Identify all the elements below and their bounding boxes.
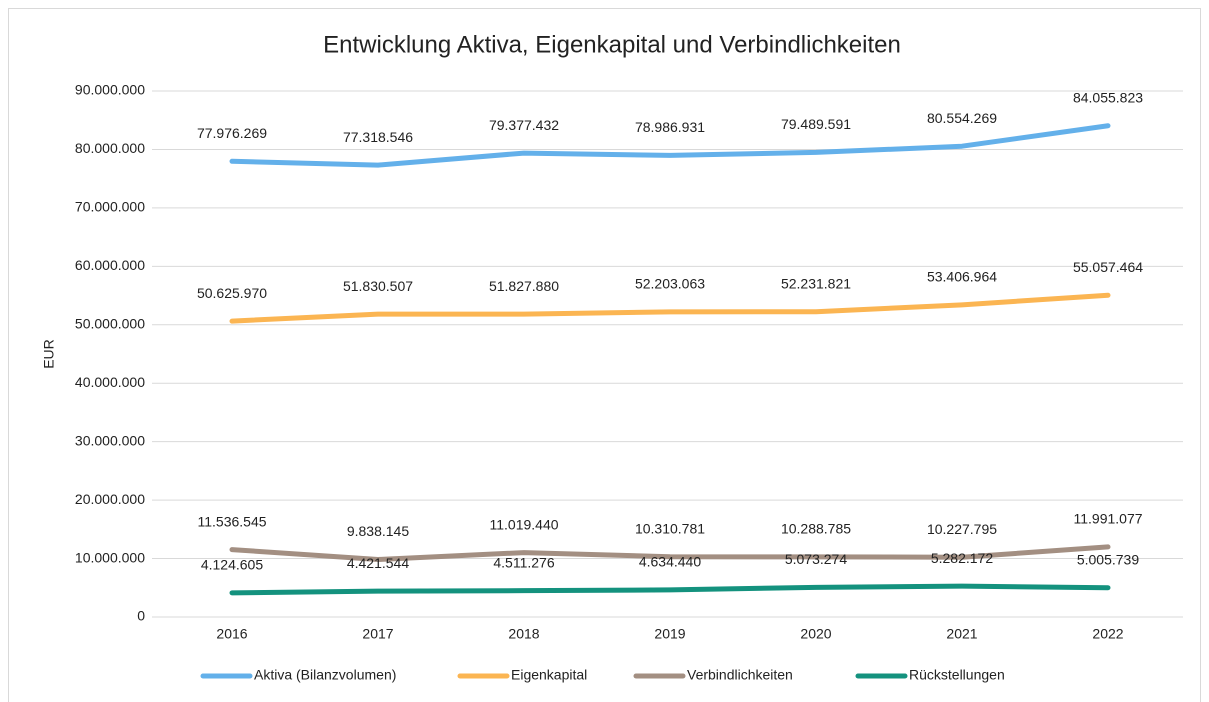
y-tick-label: 70.000.000 (75, 199, 145, 215)
data-label: 4.634.440 (639, 554, 701, 570)
data-label: 5.073.274 (785, 551, 847, 567)
chart-border (8, 8, 1201, 702)
y-tick-label: 0 (137, 608, 145, 624)
y-tick-label: 60.000.000 (75, 257, 145, 273)
series-line (229, 123, 1111, 168)
chart-title: Entwicklung Aktiva, Eigenkapital und Ver… (323, 31, 901, 58)
data-label: 79.489.591 (781, 116, 851, 132)
data-label: 50.625.970 (197, 285, 267, 301)
data-label: 80.554.269 (927, 110, 997, 126)
x-tick-label: 2017 (362, 626, 393, 642)
x-tick-label: 2020 (800, 626, 831, 642)
data-label: 55.057.464 (1073, 259, 1143, 275)
x-tick-label: 2019 (654, 626, 685, 642)
data-label: 52.203.063 (635, 276, 705, 292)
series-line (229, 583, 1111, 596)
y-tick-label: 40.000.000 (75, 374, 145, 390)
data-label: 77.976.269 (197, 125, 267, 141)
data-label: 4.124.605 (201, 557, 263, 573)
data-label: 10.310.781 (635, 520, 705, 536)
legend-label: Aktiva (Bilanzvolumen) (254, 667, 396, 683)
x-tick-label: 2016 (216, 626, 247, 642)
data-label: 4.511.276 (493, 554, 554, 570)
data-label: 84.055.823 (1073, 89, 1143, 105)
y-tick-label: 10.000.000 (75, 549, 145, 565)
x-tick-label: 2018 (508, 626, 539, 642)
data-label: 11.019.440 (489, 516, 558, 532)
legend-label: Eigenkapital (511, 667, 587, 683)
data-label: 9.838.145 (347, 523, 409, 539)
data-label: 53.406.964 (927, 269, 997, 285)
data-label: 5.282.172 (931, 550, 993, 566)
y-tick-label: 30.000.000 (75, 432, 145, 448)
y-tick-label: 20.000.000 (75, 491, 145, 507)
series-line (229, 544, 1111, 563)
series-line (229, 292, 1111, 324)
y-tick-label: 90.000.000 (75, 82, 145, 98)
data-label: 52.231.821 (781, 275, 851, 291)
data-label: 51.827.880 (489, 278, 559, 294)
legend-label: Verbindlichkeiten (687, 667, 793, 683)
data-label: 5.005.739 (1077, 551, 1139, 567)
data-label: 10.227.795 (927, 521, 997, 537)
data-label: 78.986.931 (635, 119, 705, 135)
y-axis-label: EUR (41, 339, 57, 369)
x-tick-label: 2021 (946, 626, 977, 642)
data-label: 11.536.545 (197, 513, 266, 529)
y-tick-label: 50.000.000 (75, 315, 145, 331)
legend-label: Rückstellungen (909, 667, 1005, 683)
data-label: 79.377.432 (489, 117, 559, 133)
x-tick-label: 2022 (1092, 626, 1123, 642)
y-tick-label: 80.000.000 (75, 140, 145, 156)
data-label: 77.318.546 (343, 129, 413, 145)
data-label: 51.830.507 (343, 278, 413, 294)
data-label: 10.288.785 (781, 521, 851, 537)
data-label: 11.991.077 (1073, 511, 1142, 527)
data-label: 4.421.544 (347, 555, 409, 571)
